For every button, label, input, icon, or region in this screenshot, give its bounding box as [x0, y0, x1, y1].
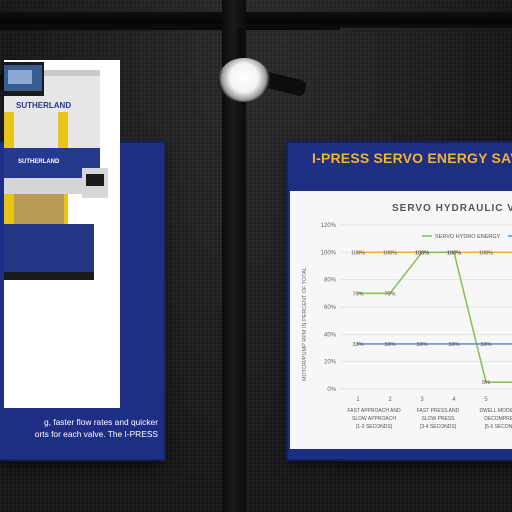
x-category-label: [5-6 SECONDS: [485, 424, 512, 430]
y-tick-label: 60%: [324, 305, 337, 311]
data-label: 100%: [447, 250, 461, 256]
data-label: 70%: [352, 291, 363, 297]
data-point: [420, 251, 424, 254]
y-tick-label: 80%: [324, 278, 337, 284]
brand-bottom: SUTHERLAND: [18, 159, 60, 165]
y-tick-label: 120%: [321, 223, 337, 229]
x-tick-label: 3: [420, 397, 424, 403]
data-point: [420, 342, 424, 346]
data-point: [484, 342, 488, 346]
press-machine-illustration: SUTHERLAND SUTHERLAND: [0, 62, 120, 408]
left-poster-text: g, faster flow rates and quicker orts fo…: [8, 416, 158, 440]
x-category-label: FAST APPROACH AND: [347, 408, 401, 414]
x-category-label: FAST PRESS AND: [417, 408, 460, 414]
ceiling-truss-rail: [0, 26, 340, 30]
legend-label: SERVO HYDRO ENERGY: [435, 234, 501, 240]
poster-title: I-PRESS SERVO ENERGY SAV: [312, 150, 512, 166]
ceiling-truss: [0, 12, 512, 28]
data-label: 33%: [352, 342, 363, 348]
data-point: [356, 251, 360, 254]
data-label: 5%: [482, 380, 490, 386]
data-point: [388, 251, 392, 254]
x-category-label: [3-4 SECONDS]: [420, 424, 457, 430]
data-label: 33%: [448, 342, 459, 348]
data-label: 100%: [415, 250, 429, 256]
chart-area: SERVO HYDRAULIC V MOTOR/PUMP RPM IN PERC…: [290, 191, 512, 449]
left-text-line-2: orts for each valve. The I-PRESS: [34, 429, 158, 439]
data-point: [388, 292, 392, 295]
left-text-line-1: g, faster flow rates and quicker: [43, 417, 158, 427]
data-point: [388, 342, 392, 346]
data-point: [452, 251, 456, 254]
spotlight-rod: [238, 28, 246, 72]
y-tick-label: 20%: [324, 360, 337, 366]
data-label: 100%: [479, 250, 493, 256]
energy-line-chart: SERVO HYDRAULIC V MOTOR/PUMP RPM IN PERC…: [302, 203, 512, 430]
series-line-1: [358, 251, 512, 383]
data-label: 100%: [447, 250, 461, 256]
brand-top: SUTHERLAND: [16, 101, 71, 110]
x-category-label: DWELL MODE AND: [479, 408, 512, 414]
x-tick-label: 4: [452, 397, 456, 403]
x-category-label: SLOW APPROACH: [352, 416, 396, 422]
y-tick-label: 0%: [327, 387, 336, 393]
data-point: [356, 292, 360, 295]
spotlight: [218, 58, 270, 102]
y-tick-label: 100%: [321, 250, 337, 256]
machine-photo: SUTHERLAND SUTHERLAND: [0, 60, 120, 408]
data-label: 100%: [351, 250, 365, 256]
x-category-label: [1-2 SECONDS]: [356, 424, 393, 430]
data-point: [484, 251, 488, 254]
data-label: 100%: [415, 250, 429, 256]
x-category-label: DECOMPRESS: [484, 416, 512, 422]
x-tick-label: 1: [356, 397, 360, 403]
y-axis-label: MOTOR/PUMP RPM IN PERCENT OF TOTAL: [302, 267, 308, 381]
data-point: [356, 342, 360, 346]
x-tick-label: 2: [388, 397, 392, 403]
data-label: 33%: [384, 342, 395, 348]
data-point: [452, 342, 456, 346]
x-category-label: SLOW PRESS: [421, 416, 455, 422]
data-label: 33%: [416, 342, 427, 348]
y-tick-label: 40%: [324, 332, 337, 338]
data-point: [484, 380, 488, 384]
x-tick-label: 5: [484, 397, 488, 403]
data-label: 70%: [384, 291, 395, 297]
data-label: 33%: [480, 342, 491, 348]
chart-title: SERVO HYDRAULIC V: [392, 203, 512, 214]
data-label: 100%: [383, 250, 397, 256]
